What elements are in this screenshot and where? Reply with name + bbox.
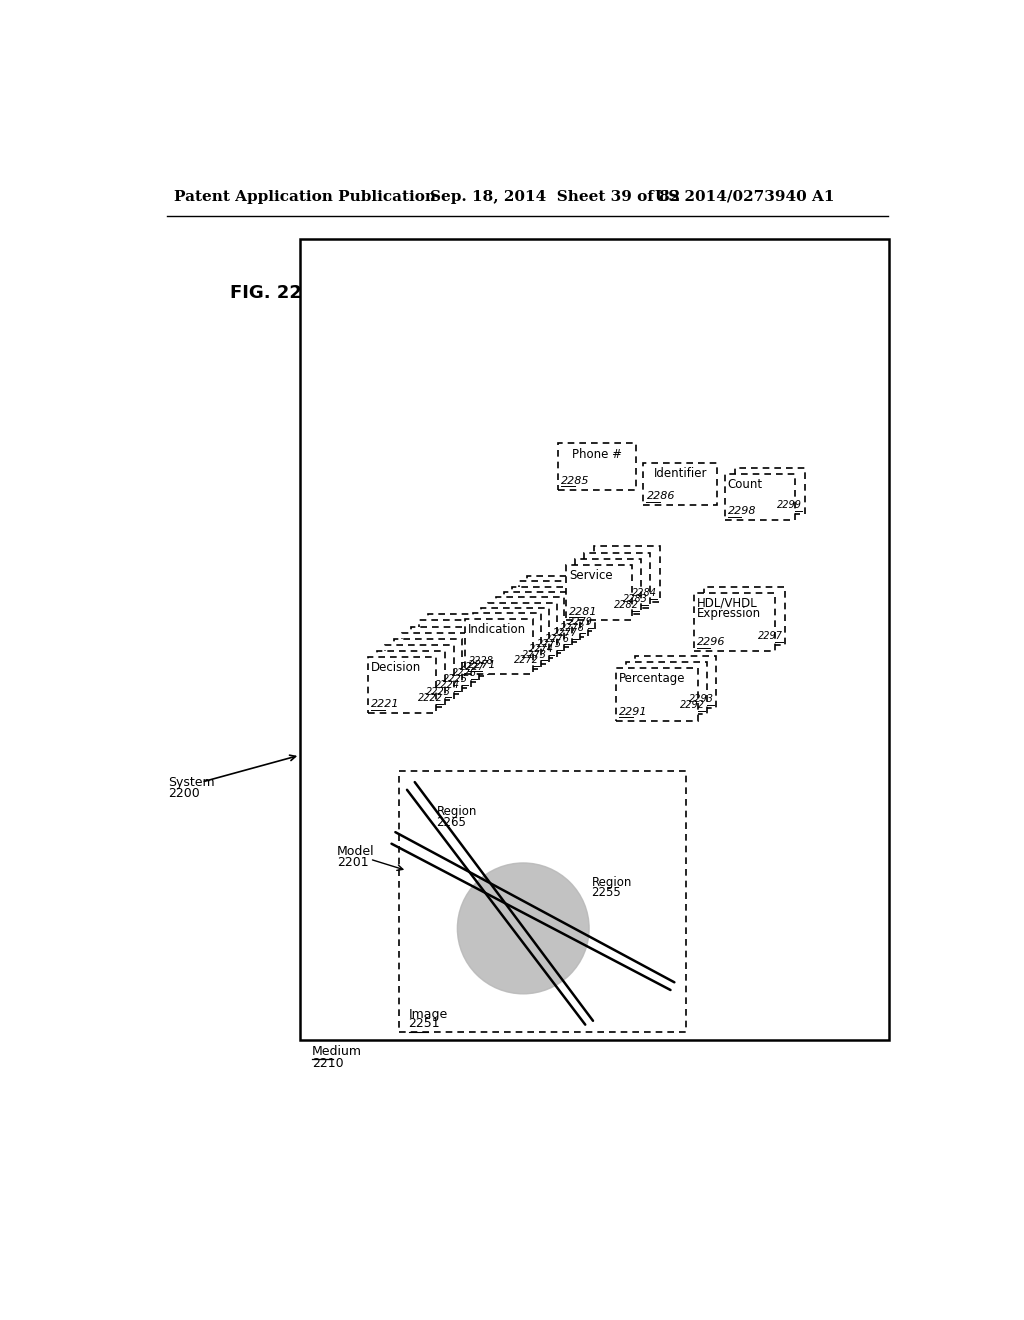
Bar xyxy=(512,586,580,642)
Text: Region: Region xyxy=(592,875,632,888)
Text: 2223: 2223 xyxy=(426,686,452,697)
Bar xyxy=(504,591,572,647)
Bar xyxy=(377,651,445,706)
Bar xyxy=(616,668,697,721)
Text: 2226: 2226 xyxy=(452,668,477,678)
Bar xyxy=(725,474,795,520)
Bar xyxy=(735,469,805,515)
Text: US 2014/0273940 A1: US 2014/0273940 A1 xyxy=(655,190,835,203)
Text: 2227: 2227 xyxy=(460,663,485,672)
Text: HDL/VHDL: HDL/VHDL xyxy=(697,597,758,610)
Bar xyxy=(369,657,436,713)
Text: 2283: 2283 xyxy=(623,594,648,605)
Text: 2279: 2279 xyxy=(568,618,593,627)
Bar xyxy=(626,663,707,714)
Text: 2278: 2278 xyxy=(560,623,586,632)
Bar xyxy=(399,771,686,1032)
Text: 2221: 2221 xyxy=(372,700,399,709)
Text: Percentage: Percentage xyxy=(620,672,686,685)
Text: 2281: 2281 xyxy=(569,607,597,616)
Bar xyxy=(420,620,487,676)
Circle shape xyxy=(458,863,589,994)
Bar xyxy=(411,627,479,682)
Text: 2299: 2299 xyxy=(777,500,802,511)
Text: 2222: 2222 xyxy=(418,693,442,702)
Text: Patent Application Publication: Patent Application Publication xyxy=(174,190,436,203)
Text: Expression: Expression xyxy=(697,607,761,619)
Text: Service: Service xyxy=(569,569,612,582)
Text: 2200: 2200 xyxy=(168,787,200,800)
Bar xyxy=(703,587,785,645)
Text: 2251: 2251 xyxy=(409,1016,440,1030)
Text: 2225: 2225 xyxy=(443,675,468,684)
Bar xyxy=(488,603,557,659)
Bar xyxy=(558,444,636,490)
Text: 2282: 2282 xyxy=(613,601,639,610)
Text: Image: Image xyxy=(409,1007,447,1020)
Bar xyxy=(566,565,632,620)
Bar xyxy=(402,632,471,688)
Text: Sep. 18, 2014  Sheet 39 of 82: Sep. 18, 2014 Sheet 39 of 82 xyxy=(430,190,681,203)
Bar xyxy=(519,581,588,636)
Text: 2293: 2293 xyxy=(689,694,714,705)
Bar xyxy=(496,597,564,653)
Bar xyxy=(635,656,716,708)
Bar xyxy=(585,553,650,609)
Bar xyxy=(693,594,775,651)
Text: 2286: 2286 xyxy=(646,491,675,502)
Bar xyxy=(385,645,454,701)
Text: 2284: 2284 xyxy=(633,589,657,598)
Text: 2285: 2285 xyxy=(561,475,590,486)
Text: 2277: 2277 xyxy=(553,628,578,638)
Text: Region: Region xyxy=(436,805,477,818)
Bar xyxy=(300,239,889,1040)
Bar xyxy=(575,558,641,614)
Bar xyxy=(428,614,496,669)
Text: 2273: 2273 xyxy=(521,649,547,660)
Text: Count: Count xyxy=(728,478,763,491)
Bar xyxy=(594,546,659,602)
Text: 2271: 2271 xyxy=(468,660,497,671)
Bar xyxy=(465,619,534,675)
Text: 2276: 2276 xyxy=(545,634,569,644)
Text: 2265: 2265 xyxy=(436,816,466,829)
Text: 2292: 2292 xyxy=(680,701,705,710)
Bar xyxy=(480,609,549,664)
Text: FIG. 22: FIG. 22 xyxy=(230,284,302,302)
Text: Identifier: Identifier xyxy=(653,467,707,480)
Text: 2228: 2228 xyxy=(469,656,494,665)
Text: System: System xyxy=(168,776,215,788)
Text: Model: Model xyxy=(337,845,375,858)
Text: 2291: 2291 xyxy=(620,706,648,717)
Bar xyxy=(394,639,462,694)
Text: 2272: 2272 xyxy=(514,655,539,665)
Text: 2296: 2296 xyxy=(697,638,725,647)
Text: Medium: Medium xyxy=(311,1045,361,1059)
Text: Indication: Indication xyxy=(468,623,526,636)
Text: 2297: 2297 xyxy=(758,631,783,642)
Text: 2201: 2201 xyxy=(337,857,369,870)
Bar xyxy=(473,614,541,669)
Bar xyxy=(643,462,717,506)
Text: 2255: 2255 xyxy=(592,887,622,899)
Text: 2275: 2275 xyxy=(537,639,562,649)
Bar xyxy=(527,576,595,631)
Text: 2210: 2210 xyxy=(311,1057,343,1071)
Text: Phone #: Phone # xyxy=(571,447,622,461)
Text: 2274: 2274 xyxy=(529,644,554,655)
Text: Decision: Decision xyxy=(372,661,422,675)
Text: 2298: 2298 xyxy=(728,507,757,516)
Text: 2224: 2224 xyxy=(435,681,460,690)
